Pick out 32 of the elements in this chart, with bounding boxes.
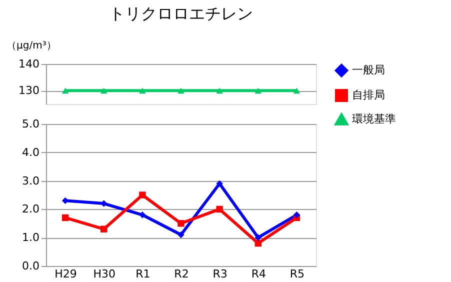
x-tick-label: R1: [136, 268, 150, 280]
x-tick-label: H30: [93, 268, 116, 280]
y-tick-label: 2.0: [22, 202, 40, 216]
legend-label: 一般局: [352, 64, 385, 76]
x-tick-label: R4: [251, 268, 266, 280]
point: [139, 212, 146, 218]
point: [62, 214, 69, 222]
y-tick-label: 130: [18, 84, 40, 98]
legend-label: 環境基準: [352, 112, 396, 126]
y-tick-label: 1.0: [22, 231, 40, 244]
chart-title: トリクロロエチレン: [109, 4, 253, 23]
point: [100, 200, 108, 207]
y-tick-label: 0.0: [22, 260, 40, 272]
point: [254, 234, 262, 241]
y-tick-label: 5.0: [22, 118, 40, 130]
point: [254, 240, 262, 247]
point: [293, 212, 300, 218]
y-axis-title: （μg/m³）: [6, 40, 56, 52]
point: [139, 192, 146, 198]
y-tick-label: 140: [18, 58, 40, 70]
point: [216, 206, 223, 213]
y-tick-label: 3.0: [22, 174, 40, 188]
x-tick-label: H29: [54, 268, 77, 280]
x-tick-label: R2: [174, 268, 189, 280]
x-tick-label: R3: [212, 268, 228, 280]
y-tick-label: 4.0: [22, 146, 40, 159]
point: [100, 226, 108, 232]
point: [178, 220, 184, 227]
x-tick-label: R5: [290, 268, 305, 280]
legend-label: 自排局: [352, 88, 385, 102]
point: [178, 231, 184, 238]
point: [216, 180, 223, 187]
